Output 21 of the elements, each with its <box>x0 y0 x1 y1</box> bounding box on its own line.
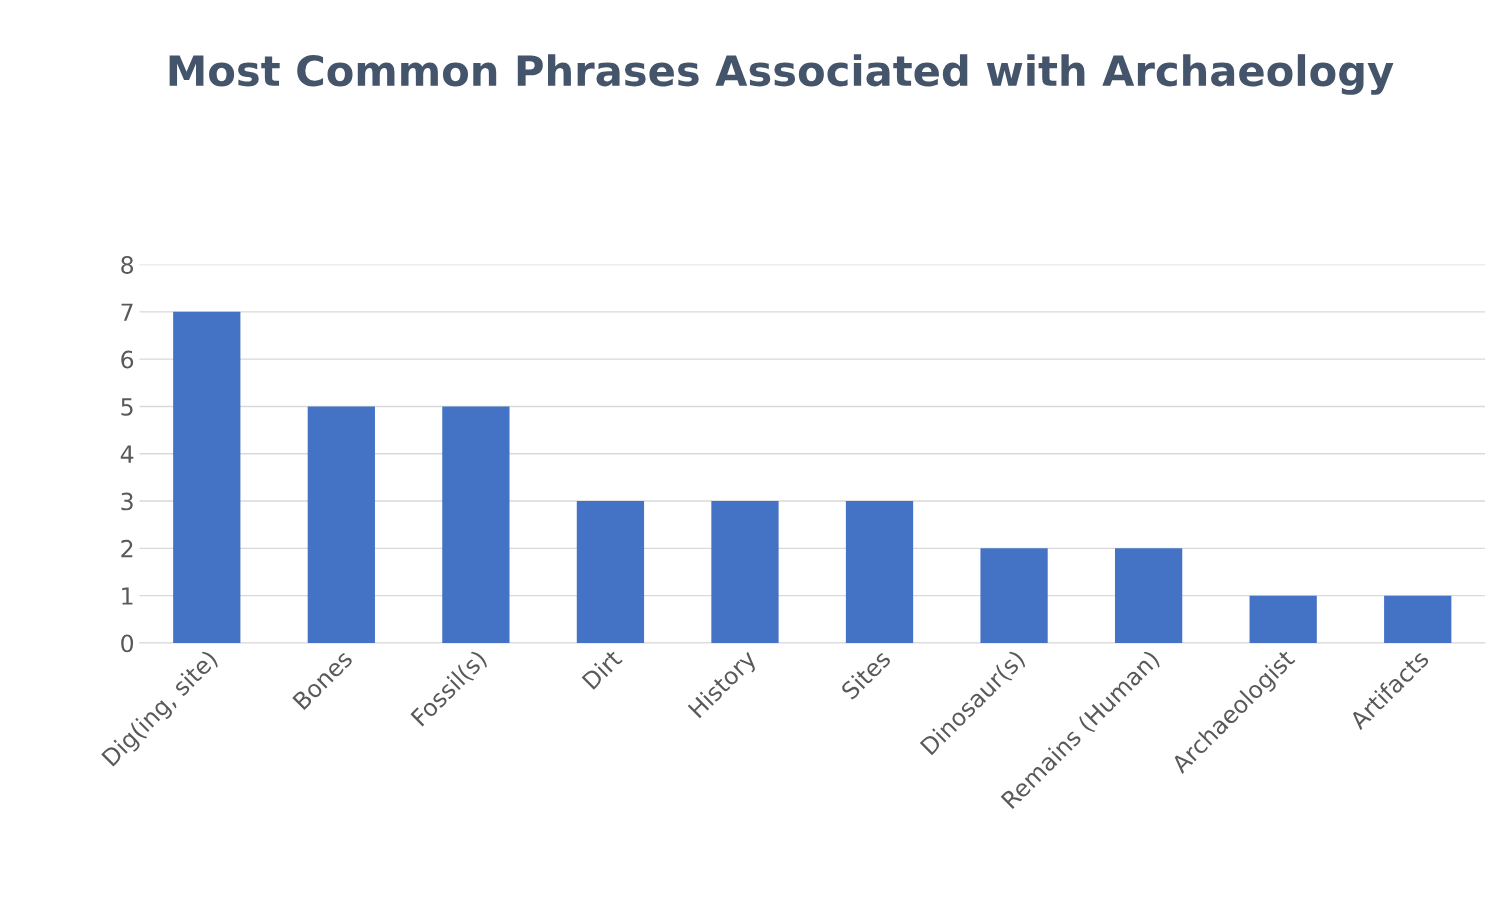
bar <box>1384 595 1452 643</box>
bar <box>711 501 779 643</box>
bar <box>1114 548 1183 643</box>
y-tick-label: 0 <box>121 634 134 653</box>
bar <box>442 406 510 643</box>
y-tick-label: 4 <box>120 445 134 463</box>
y-tick-label: 2 <box>121 539 133 558</box>
bar <box>1249 595 1317 643</box>
y-tick-label: 3 <box>121 492 133 511</box>
y-tick-label: 6 <box>121 350 134 369</box>
x-tick-label: Dirt <box>581 648 623 690</box>
y-tick-label: 7 <box>121 303 133 321</box>
chart-title: Most Common Phrases Associated with Archaeology <box>169 54 1394 95</box>
bar <box>173 311 241 643</box>
bar <box>307 406 375 643</box>
y-tick-label: 8 <box>121 256 134 274</box>
bar <box>576 501 645 643</box>
bar <box>980 548 1048 643</box>
y-tick-label: 1 <box>122 587 133 605</box>
y-tick-label: 5 <box>121 398 133 416</box>
bar <box>845 501 914 643</box>
